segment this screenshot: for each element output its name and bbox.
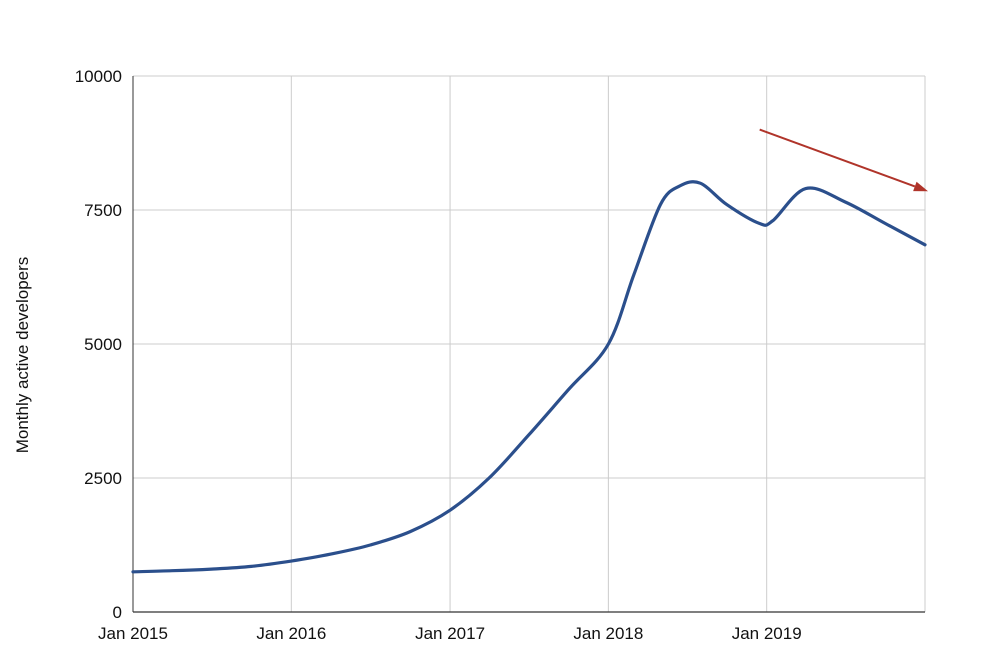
annotation-layer bbox=[759, 128, 928, 192]
annotation-arrow-shaft bbox=[759, 128, 916, 188]
grid-lines bbox=[133, 75, 925, 612]
x-axis-ticks: Jan 2015 Jan 2016 Jan 2017 Jan 2018 Jan 2019 bbox=[98, 624, 802, 643]
y-tick-label: 7500 bbox=[84, 201, 122, 220]
x-tick-label: Jan 2017 bbox=[415, 624, 485, 643]
series-line bbox=[131, 180, 927, 574]
y-tick-label: 5000 bbox=[84, 335, 122, 354]
annotation-arrow-head bbox=[913, 181, 928, 192]
y-tick-label: 10000 bbox=[75, 67, 122, 86]
x-tick-label: Jan 2018 bbox=[573, 624, 643, 643]
y-tick-label: 0 bbox=[113, 603, 122, 622]
series-layer bbox=[131, 180, 927, 574]
x-tick-label: Jan 2016 bbox=[256, 624, 326, 643]
x-tick-label: Jan 2015 bbox=[98, 624, 168, 643]
x-tick-label: Jan 2019 bbox=[732, 624, 802, 643]
y-axis-ticks: 0 2500 5000 7500 10000 bbox=[75, 67, 122, 622]
plot-frame bbox=[132, 75, 926, 613]
y-axis-title: Monthly active developers bbox=[13, 257, 32, 454]
y-tick-label: 2500 bbox=[84, 469, 122, 488]
